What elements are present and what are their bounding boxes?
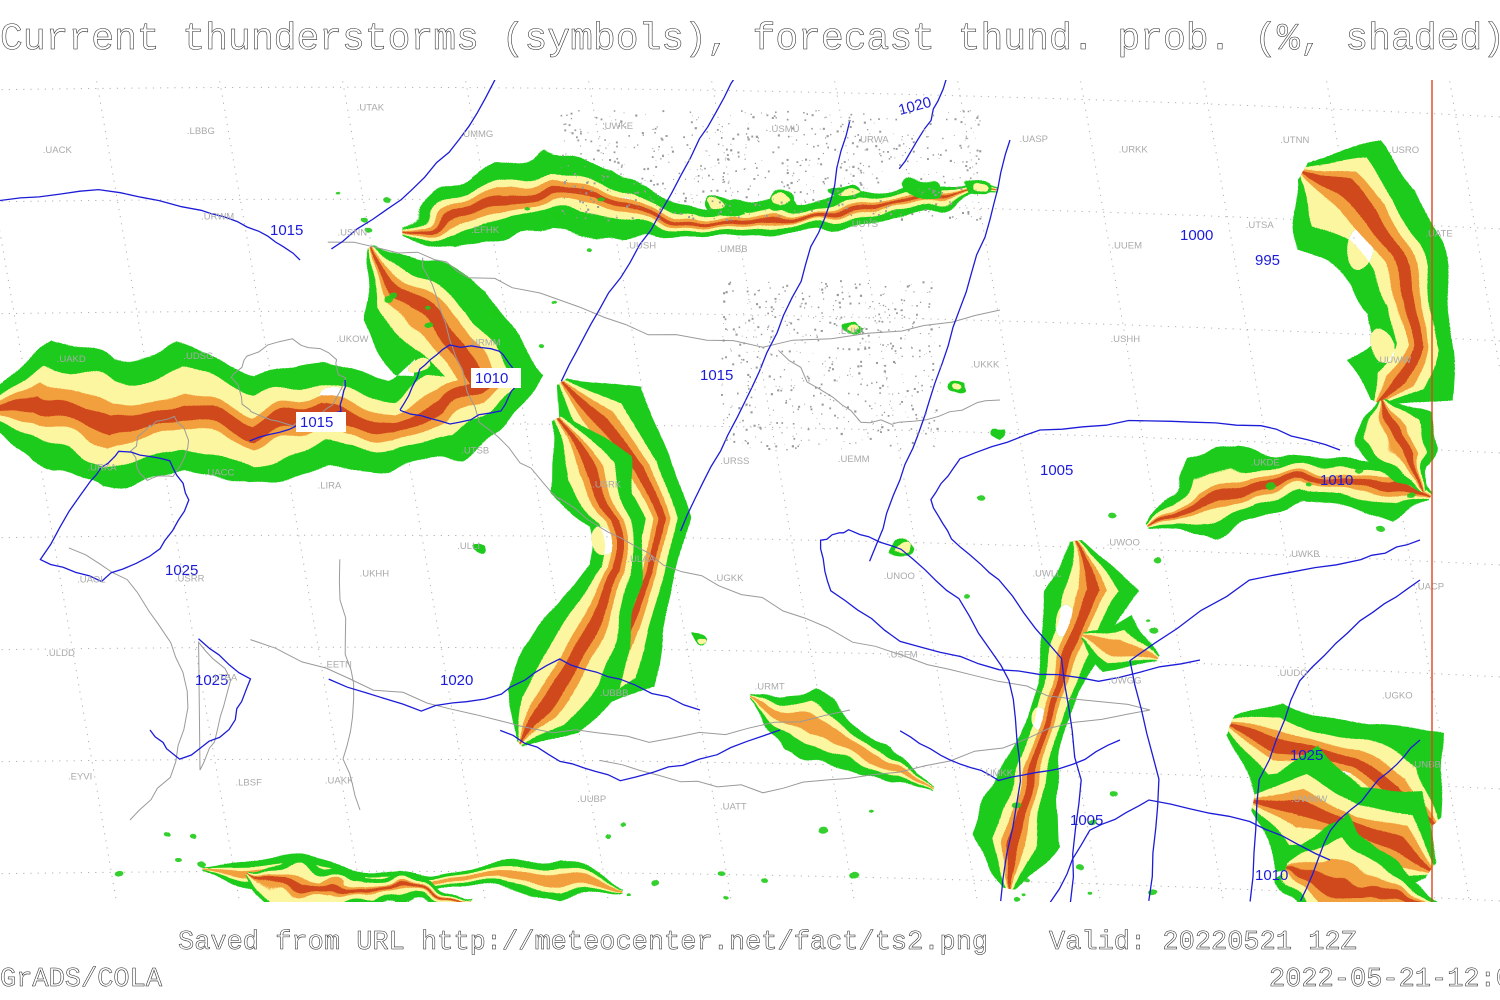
svg-text:.UWKB: .UWKB [1289,549,1320,560]
svg-text:.UUBP: .UUBP [577,794,606,805]
svg-text:.USRK: .USRK [592,480,622,491]
svg-text:.UWKE: .UWKE [602,121,633,132]
svg-text:.UMMG: .UMMG [461,129,494,140]
svg-text:.UUWW: .UUWW [1377,355,1411,366]
svg-text:.USFM: .USFM [888,649,918,660]
svg-text:.UBBB: .UBBB [600,688,629,699]
svg-text:.UATT: .UATT [720,802,747,813]
svg-text:.UUDO: .UUDO [1277,668,1308,679]
svg-text:.UAKK: .UAKK [325,776,354,787]
svg-text:.UWOO: .UWOO [1107,538,1140,549]
svg-text:.UKKK: .UKKK [971,359,1000,370]
svg-text:.USHH: .USHH [1111,334,1141,345]
svg-text:.URWA: .URWA [858,135,890,146]
svg-text:.UUSH: .UUSH [627,241,657,252]
svg-text:.UNOO: .UNOO [884,571,915,582]
svg-text:.UKOW: .UKOW [336,334,368,345]
svg-text:.UNBB: .UNBB [1412,760,1441,771]
svg-text:.UASP: .UASP [1020,134,1049,145]
svg-text:.URKK: .URKK [1119,145,1149,156]
svg-text:1025: 1025 [1290,747,1323,764]
svg-text:.URSS: .URSS [720,456,749,467]
svg-text:1010: 1010 [1320,472,1353,489]
svg-text:.UWLL: .UWLL [1032,568,1061,579]
svg-text:.URMM: .URMM [469,338,501,349]
svg-text:.UDSG: .UDSG [183,351,213,362]
svg-text:.URWM: .URWM [201,211,234,222]
svg-text:1010: 1010 [475,370,508,387]
svg-text:.UACC: .UACC [205,468,235,479]
svg-text:1015: 1015 [700,367,733,384]
svg-text:.URKA: .URKA [88,463,118,474]
svg-text:1005: 1005 [1070,812,1103,829]
svg-text:.URMT: .URMT [755,681,785,692]
svg-text:.ULDD: .ULDD [46,648,75,659]
svg-text:.UACP: .UACP [1415,581,1444,592]
svg-text:.UEMM: .UEMM [838,454,870,465]
svg-text:1000: 1000 [1180,227,1213,244]
svg-text:.UUYS: .UUYS [849,219,878,230]
svg-text:.EYVI: .EYVI [68,772,92,783]
svg-text:.UKDE: .UKDE [1251,458,1280,469]
svg-text:1015: 1015 [270,222,303,239]
svg-text:.UTSA: .UTSA [1246,220,1275,231]
svg-text:.UTNN: .UTNN [1280,135,1309,146]
svg-text:.UWGG: .UWGG [1108,676,1141,687]
svg-text:.EETN: .EETN [324,660,352,671]
svg-text:1015: 1015 [300,414,333,431]
svg-text:1020: 1020 [440,672,473,689]
svg-text:.LUKK: .LUKK [838,326,866,337]
svg-text:.UTSB: .UTSB [461,446,489,457]
svg-text:.UATE: .UATE [1425,228,1452,239]
svg-text:.UTAK: .UTAK [357,103,385,114]
svg-text:.LBSF: .LBSF [236,777,263,788]
svg-text:.USRO: .USRO [1389,145,1419,156]
svg-text:.USRR: .USRR [175,573,205,584]
svg-text:.UKHH: .UKHH [360,568,390,579]
svg-text:.LIRA: .LIRA [318,480,342,491]
svg-text:.UMBB: .UMBB [718,244,748,255]
svg-text:.UACK: .UACK [43,145,73,156]
svg-text:.UUEM: .UUEM [1111,240,1142,251]
svg-text:.UGKK: .UGKK [714,573,744,584]
svg-text:1010: 1010 [1255,867,1288,884]
svg-text:.UMKK: .UMKK [983,768,1014,779]
svg-text:.ULLI: .ULLI [457,541,480,552]
svg-text:.ULAA: .ULAA [627,554,655,565]
svg-text:.UWWW: .UWWW [1291,794,1327,805]
svg-text:.LBBG: .LBBG [187,126,215,137]
svg-text:.UAOL: .UAOL [77,574,106,585]
svg-text:.USMU: .USMU [769,124,800,135]
svg-text:.EFHK: .EFHK [471,225,500,236]
svg-text:.LTBA: .LTBA [212,673,238,684]
svg-text:.UAKD: .UAKD [57,354,86,365]
svg-text:1005: 1005 [1040,462,1073,479]
svg-text:995: 995 [1255,252,1280,269]
svg-text:.UGKO: .UGKO [1382,691,1413,702]
svg-text:.USNN: .USNN [338,227,368,238]
